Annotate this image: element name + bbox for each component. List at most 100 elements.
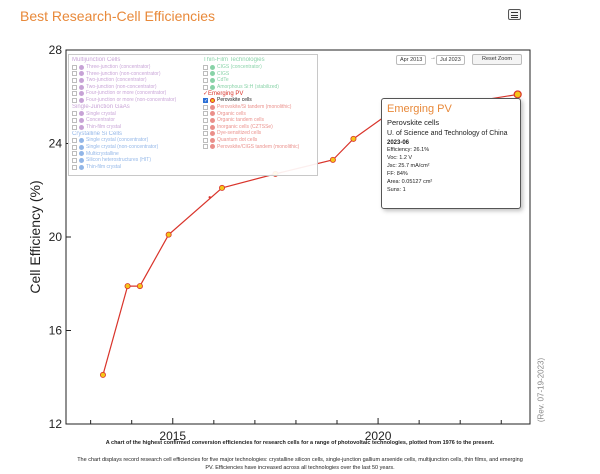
- legend-checkbox[interactable]: [203, 77, 208, 83]
- legend-checkbox[interactable]: [203, 117, 208, 123]
- legend-item[interactable]: Single crystal (concentrator): [72, 137, 202, 144]
- legend-checkbox[interactable]: [72, 77, 77, 83]
- legend-checkbox[interactable]: [72, 138, 77, 144]
- legend-checkbox[interactable]: [72, 151, 77, 157]
- legend-checkbox[interactable]: [203, 111, 208, 117]
- legend-checkbox[interactable]: [72, 111, 77, 117]
- legend-marker-icon: [79, 71, 84, 77]
- legend-item-label: Concentrator: [86, 117, 115, 124]
- legend-item[interactable]: Two-junction (non-concentrator): [72, 84, 202, 91]
- legend-checkbox[interactable]: [72, 164, 77, 170]
- legend-item[interactable]: Four-junction or more (non-concentrator): [72, 97, 202, 104]
- legend-item[interactable]: CdTe: [203, 77, 317, 84]
- legend-checkbox[interactable]: [72, 91, 77, 97]
- legend-item[interactable]: Multicrystalline: [72, 151, 202, 158]
- legend-checkbox[interactable]: [72, 157, 77, 163]
- legend-item-label: Perovskite/Si tandem (monolithic): [217, 103, 292, 110]
- legend-group-thin-film[interactable]: Thin-Film Technologies: [203, 57, 265, 64]
- legend-group-multijunction[interactable]: Multijunction Cells: [72, 57, 121, 64]
- legend-checkbox[interactable]: [203, 84, 208, 90]
- legend-checkbox-checked[interactable]: ✓: [203, 90, 209, 97]
- legend-checkbox[interactable]: [72, 117, 77, 123]
- legend-item-label: Three-junction (concentrator): [86, 64, 151, 70]
- legend-group-crystalline-si[interactable]: Crystalline Si Cells: [72, 130, 123, 137]
- legend-marker-icon: [79, 124, 84, 130]
- legend-checkbox[interactable]: [72, 84, 77, 90]
- legend-marker-icon: [79, 138, 84, 144]
- legend-checkbox[interactable]: [203, 64, 208, 70]
- legend-checkbox[interactable]: [203, 104, 208, 110]
- legend-item[interactable]: Four-junction or more (concentrator): [72, 90, 202, 97]
- y-tick-label: 20: [49, 230, 63, 244]
- legend-item[interactable]: CIGS (concentrator): [203, 64, 317, 71]
- stray-data-point: [208, 196, 211, 199]
- legend-marker-icon: [210, 131, 215, 137]
- legend-item-label: Organic cells: [217, 110, 246, 117]
- legend-checkbox[interactable]: [72, 124, 77, 130]
- legend-checkbox[interactable]: [72, 97, 77, 103]
- legend-marker-icon: [79, 91, 84, 97]
- legend-checkbox[interactable]: [72, 71, 77, 77]
- legend-item[interactable]: Amorphous Si:H (stabilized): [203, 84, 317, 91]
- menu-icon-bar: [511, 17, 518, 18]
- legend-checkbox[interactable]: [203, 71, 208, 77]
- legend-item-label: Quantum dot cells: [217, 136, 258, 143]
- page-title: Best Research-Cell Efficiencies: [20, 8, 216, 24]
- date-from-input[interactable]: Apr 2013: [396, 55, 427, 65]
- legend-item-label: CIGS: [217, 70, 230, 77]
- legend-group-gaas[interactable]: Single-Junction GaAs: [72, 103, 130, 110]
- legend-item[interactable]: Three-junction (non-concentrator): [72, 71, 202, 78]
- legend-item-label: Three-junction (non-concentrator): [86, 70, 161, 77]
- legend-group-emerging-pv[interactable]: ✓ Emerging PV: [203, 90, 244, 97]
- legend-item[interactable]: Perovskite/Si tandem (monolithic): [203, 104, 317, 111]
- legend-item[interactable]: Organic cells: [203, 111, 317, 118]
- legend-item[interactable]: Single crystal: [72, 111, 202, 118]
- x-tick-label: 2015: [159, 429, 186, 443]
- data-point: [124, 283, 131, 290]
- revision-label-box: (Rev. 07-19-2023): [536, 352, 546, 428]
- chart-menu-button[interactable]: [508, 9, 521, 20]
- legend-item[interactable]: Dye-sensitized cells: [203, 130, 317, 137]
- legend-checkbox[interactable]: [203, 124, 208, 130]
- legend-item[interactable]: Quantum dot cells: [203, 137, 317, 144]
- legend-checkbox-checked[interactable]: ✓: [203, 98, 209, 105]
- legend-marker-icon: [210, 98, 215, 104]
- date-to-input[interactable]: Jul 2023: [436, 55, 465, 65]
- legend-item-label: Perovskite/CIGS tandem (monolithic): [217, 143, 300, 150]
- legend-checkbox[interactable]: [203, 137, 208, 143]
- legend-item[interactable]: Thin-film crystal: [72, 164, 202, 171]
- legend-checkbox[interactable]: [203, 144, 208, 150]
- legend-item[interactable]: Silicon heterostructures (HIT): [72, 157, 202, 164]
- y-tick-label: 24: [49, 137, 63, 151]
- legend-item-label: Multicrystalline: [86, 150, 119, 157]
- legend-marker-icon: [210, 144, 215, 150]
- legend-marker-icon: [210, 71, 215, 77]
- legend-item-label: Single crystal: [86, 110, 116, 117]
- data-point: [165, 231, 172, 238]
- legend-marker-icon: [79, 144, 84, 150]
- legend-checkbox[interactable]: [72, 64, 77, 70]
- legend-item[interactable]: Perovskite/CIGS tandem (monolithic): [203, 144, 317, 151]
- legend-item[interactable]: Inorganic cells (CZTSSe): [203, 124, 317, 131]
- menu-icon-bar: [511, 12, 518, 13]
- data-point: [219, 184, 226, 191]
- legend-item-label: CIGS (concentrator): [217, 64, 262, 70]
- legend-checkbox[interactable]: [203, 131, 208, 137]
- legend-item[interactable]: Single crystal (non-concentrator): [72, 144, 202, 151]
- revision-label: (Rev. 07-19-2023): [536, 357, 546, 423]
- legend-item[interactable]: CIGS: [203, 71, 317, 78]
- legend-item[interactable]: Concentrator: [72, 117, 202, 124]
- legend-marker-icon: [79, 151, 84, 157]
- legend-item[interactable]: Two-junction (concentrator): [72, 77, 202, 84]
- legend-item[interactable]: Organic tandem cells: [203, 117, 317, 124]
- y-axis-label: Cell Efficiency (%): [27, 180, 43, 293]
- legend-item[interactable]: Three-junction (concentrator): [72, 64, 202, 71]
- data-point: [136, 283, 143, 290]
- tooltip-title: Emerging PV: [387, 103, 452, 115]
- reset-zoom-button[interactable]: Reset Zoom: [472, 54, 522, 65]
- legend-item[interactable]: ✓ Perovskite cells: [203, 97, 317, 104]
- legend-item[interactable]: Thin-film crystal: [72, 124, 202, 131]
- legend-checkbox[interactable]: [72, 144, 77, 150]
- tooltip-jsc: Jsc: 25.7 mA/cm²: [387, 163, 430, 169]
